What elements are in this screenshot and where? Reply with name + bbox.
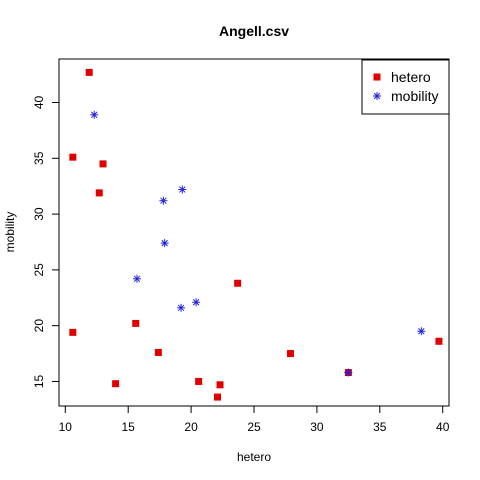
legend-marker-mobility — [373, 92, 381, 100]
y-tick-label: 35 — [32, 151, 46, 165]
y-tick-label: 40 — [32, 96, 46, 110]
hetero-point — [195, 377, 203, 385]
hetero-point — [112, 380, 120, 388]
x-tick-label: 30 — [310, 420, 324, 434]
mobility-point — [344, 368, 353, 377]
mobility-point — [159, 196, 168, 205]
y-tick-label: 25 — [32, 263, 46, 277]
hetero-point — [286, 350, 294, 358]
hetero-point — [214, 393, 222, 401]
hetero-point — [69, 153, 77, 161]
hetero-point — [234, 279, 242, 287]
hetero-point — [69, 328, 77, 336]
hetero-point — [132, 319, 140, 327]
legend-box — [361, 59, 450, 115]
y-tick-label: 30 — [32, 207, 46, 221]
x-tick-label: 25 — [247, 420, 261, 434]
x-tick-label: 15 — [122, 420, 136, 434]
hetero-point — [99, 160, 107, 168]
hetero-point — [154, 348, 162, 356]
hetero-point — [435, 337, 443, 345]
mobility-point — [133, 274, 141, 283]
mobility-point — [192, 298, 201, 307]
hetero-point — [95, 189, 103, 197]
mobility-point — [160, 239, 169, 248]
x-tick-label: 10 — [59, 420, 73, 434]
mobility-point — [90, 110, 99, 119]
mobility-point — [178, 185, 187, 194]
x-tick-label: 40 — [436, 420, 450, 434]
legend-marker-hetero — [373, 73, 381, 81]
mobility-point — [417, 327, 426, 336]
x-axis-label: hetero — [237, 450, 271, 464]
legend: hetero mobility — [361, 59, 450, 115]
x-axis: 10 15 20 25 30 35 40 — [59, 405, 450, 434]
legend-label-hetero: hetero — [391, 69, 431, 85]
hetero-point — [216, 381, 224, 389]
x-tick-label: 35 — [373, 420, 387, 434]
y-tick-label: 20 — [32, 319, 46, 333]
y-axis-label: mobility — [3, 212, 17, 253]
chart-title: Angell.csv — [219, 23, 289, 39]
x-tick-label: 20 — [184, 420, 198, 434]
y-tick-label: 15 — [32, 374, 46, 388]
legend-label-mobility: mobility — [391, 88, 438, 104]
y-axis: 15 20 25 30 35 40 — [32, 96, 60, 388]
data-points — [69, 68, 443, 401]
mobility-point — [177, 303, 186, 312]
hetero-point — [85, 68, 93, 76]
